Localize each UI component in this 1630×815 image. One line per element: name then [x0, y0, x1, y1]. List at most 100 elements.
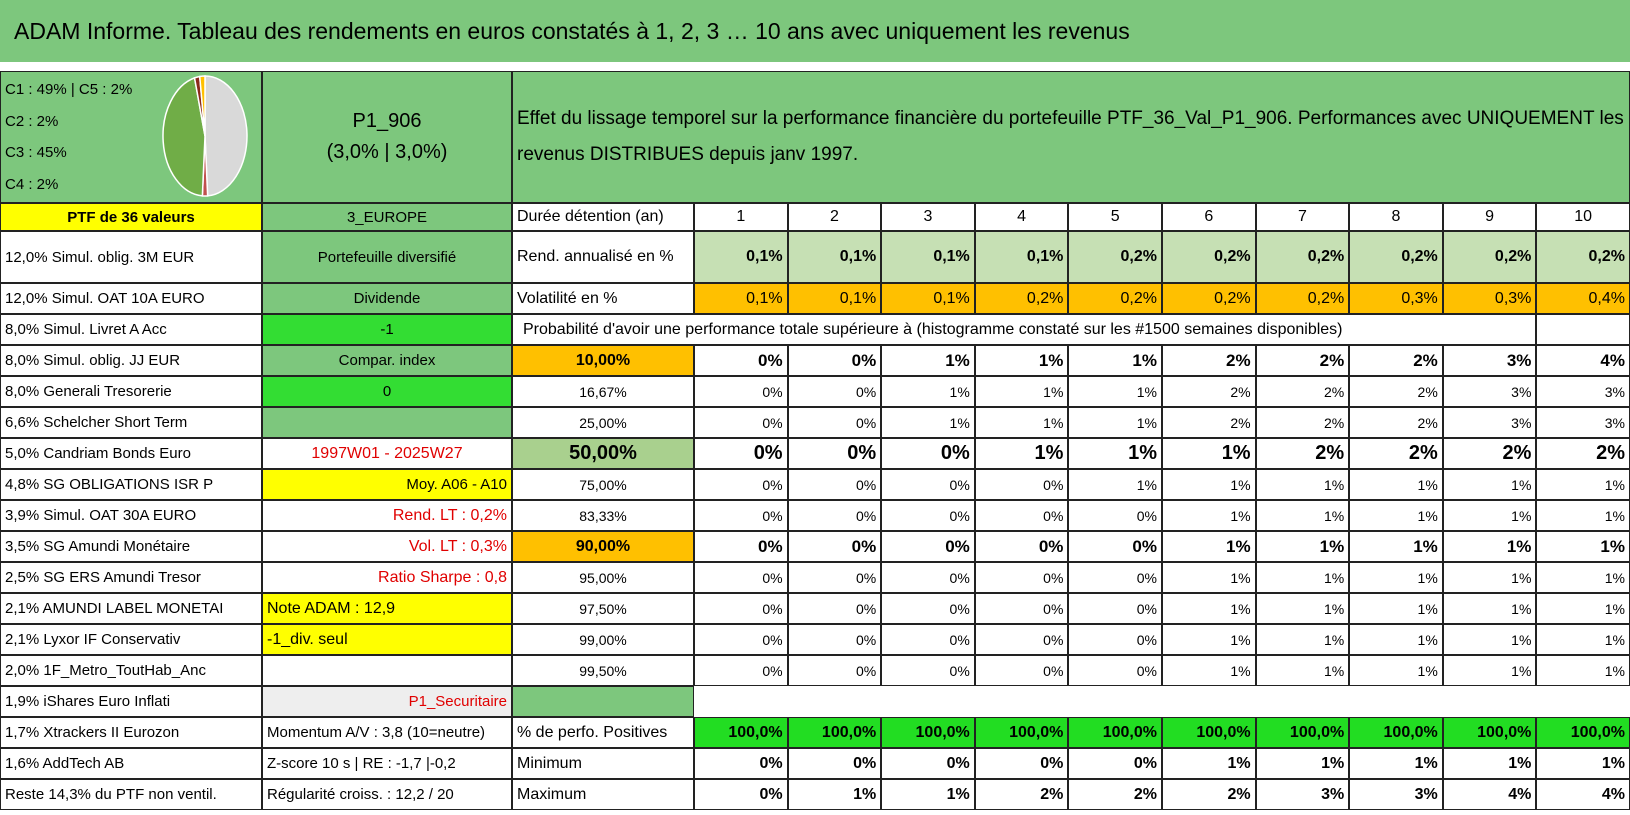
stat-cell: 0% — [1068, 748, 1162, 779]
probability-cell: 1% — [1442, 469, 1537, 500]
holding-cell: 1,6% AddTech AB — [0, 748, 262, 779]
return-cell: 0,2% — [1162, 231, 1256, 283]
probability-cell: 0% — [974, 531, 1069, 562]
probability-cell: 2% — [1255, 376, 1350, 407]
probability-cell: 0% — [881, 438, 975, 469]
return-cell: 0,1% — [881, 231, 975, 283]
probability-cell: 1% — [1255, 562, 1350, 593]
holding-cell: 2,1% AMUNDI LABEL MONETAI — [0, 593, 262, 624]
year-header: 9 — [1442, 203, 1537, 231]
label-cell: Compar. index — [262, 345, 512, 376]
probability-cell: 1% — [1068, 407, 1162, 438]
probability-cell: 0% — [974, 469, 1069, 500]
composition-line: C1 : 49% | C5 : 2% — [5, 81, 133, 99]
label-cell: Ratio Sharpe : 0,8 — [262, 562, 512, 593]
probability-cell: 1% — [1442, 500, 1537, 531]
probability-cell: 0% — [881, 624, 975, 655]
probability-cell: 1% — [1349, 500, 1443, 531]
probability-cell: 1% — [1255, 531, 1350, 562]
probability-cell: 2% — [1349, 438, 1443, 469]
label-cell: Moy. A06 - A10 — [262, 469, 512, 500]
empty-cell — [1536, 314, 1630, 345]
probability-cell: 1% — [1442, 624, 1537, 655]
probability-cell: 1% — [1068, 376, 1162, 407]
probability-cell: 1% — [1162, 531, 1256, 562]
stat-cell: 4% — [1442, 779, 1537, 810]
empty-cell — [512, 686, 694, 717]
return-cell: 0,2% — [1068, 231, 1162, 283]
stat-cell: 1% — [881, 779, 975, 810]
probability-cell: 0% — [694, 469, 788, 500]
probability-cell: 1% — [974, 376, 1069, 407]
probability-cell: 0% — [787, 624, 882, 655]
threshold-cell: 99,00% — [512, 624, 694, 655]
probability-cell: 1% — [1162, 655, 1256, 686]
probability-cell: 1% — [974, 345, 1069, 376]
year-header: 7 — [1255, 203, 1350, 231]
probability-title: Probabilité d'avoir une performance tota… — [512, 314, 1537, 345]
probability-cell: 0% — [787, 376, 882, 407]
probability-cell: 0% — [881, 531, 975, 562]
probability-cell: 0% — [787, 562, 882, 593]
probability-cell: 0% — [881, 500, 975, 531]
stat-cell: 100,0% — [1068, 717, 1162, 748]
probability-cell: 1% — [1255, 593, 1350, 624]
holding-cell: 3,9% Simul. OAT 30A EURO — [0, 500, 262, 531]
probability-cell: 1% — [1162, 469, 1256, 500]
stat-cell: 100,0% — [694, 717, 788, 748]
probability-cell: 1% — [1442, 593, 1537, 624]
threshold-cell: 99,50% — [512, 655, 694, 686]
stat-cell: 100,0% — [1255, 717, 1350, 748]
stat-cell: 100,0% — [1162, 717, 1256, 748]
stat-cell: 100,0% — [881, 717, 975, 748]
probability-cell: 1% — [1536, 624, 1630, 655]
probability-cell: 0% — [1068, 624, 1162, 655]
probability-cell: 2% — [1162, 407, 1256, 438]
threshold-cell: 10,00% — [512, 345, 694, 376]
composition-line: C4 : 2% — [5, 175, 59, 193]
stat-cell: 3% — [1255, 779, 1350, 810]
holding-cell: PTF de 36 valeurs — [0, 203, 262, 231]
probability-cell: 0% — [694, 407, 788, 438]
holding-cell: 8,0% Generali Tresorerie — [0, 376, 262, 407]
label-cell: Rend. LT : 0,2% — [262, 500, 512, 531]
holding-cell: 5,0% Candriam Bonds Euro — [0, 438, 262, 469]
probability-cell: 0% — [1068, 562, 1162, 593]
year-header: 2 — [787, 203, 882, 231]
portfolio-name: P1_906 — [352, 110, 422, 132]
holding-cell: 2,5% SG ERS Amundi Tresor — [0, 562, 262, 593]
probability-cell: 0% — [1068, 655, 1162, 686]
probability-cell: 0% — [694, 593, 788, 624]
probability-cell: 0% — [694, 624, 788, 655]
portfolio-cell: P1_906 (3,0% | 3,0%) — [262, 71, 512, 203]
volatility-cell: 0,1% — [787, 283, 882, 314]
volatility-cell: 0,3% — [1349, 283, 1443, 314]
probability-cell: 4% — [1536, 345, 1630, 376]
label-cell: Vol. LT : 0,3% — [262, 531, 512, 562]
probability-cell: 1% — [1442, 655, 1537, 686]
pie-slice — [204, 75, 248, 197]
probability-cell: 1% — [1068, 469, 1162, 500]
year-header: 5 — [1068, 203, 1162, 231]
probability-cell: 0% — [1068, 531, 1162, 562]
probability-cell: 2% — [1536, 438, 1630, 469]
holding-cell: Reste 14,3% du PTF non ventil. — [0, 779, 262, 810]
stat-cell: 0% — [974, 748, 1069, 779]
return-cell: 0,2% — [1349, 231, 1443, 283]
probability-cell: 1% — [1068, 438, 1162, 469]
probability-cell: 0% — [694, 438, 788, 469]
probability-cell: 1% — [1536, 500, 1630, 531]
probability-cell: 1% — [1349, 624, 1443, 655]
probability-cell: 0% — [694, 345, 788, 376]
probability-cell: 1% — [1255, 500, 1350, 531]
holding-cell: 2,1% Lyxor IF Conservativ — [0, 624, 262, 655]
probability-cell: 2% — [1255, 345, 1350, 376]
stat-cell: 1% — [1442, 748, 1537, 779]
probability-cell: 0% — [881, 593, 975, 624]
probability-cell: 0% — [881, 562, 975, 593]
probability-cell: 1% — [1349, 655, 1443, 686]
holding-cell: 3,5% SG Amundi Monétaire — [0, 531, 262, 562]
probability-cell: 1% — [1255, 624, 1350, 655]
probability-cell: 0% — [787, 655, 882, 686]
probability-cell: 0% — [787, 500, 882, 531]
